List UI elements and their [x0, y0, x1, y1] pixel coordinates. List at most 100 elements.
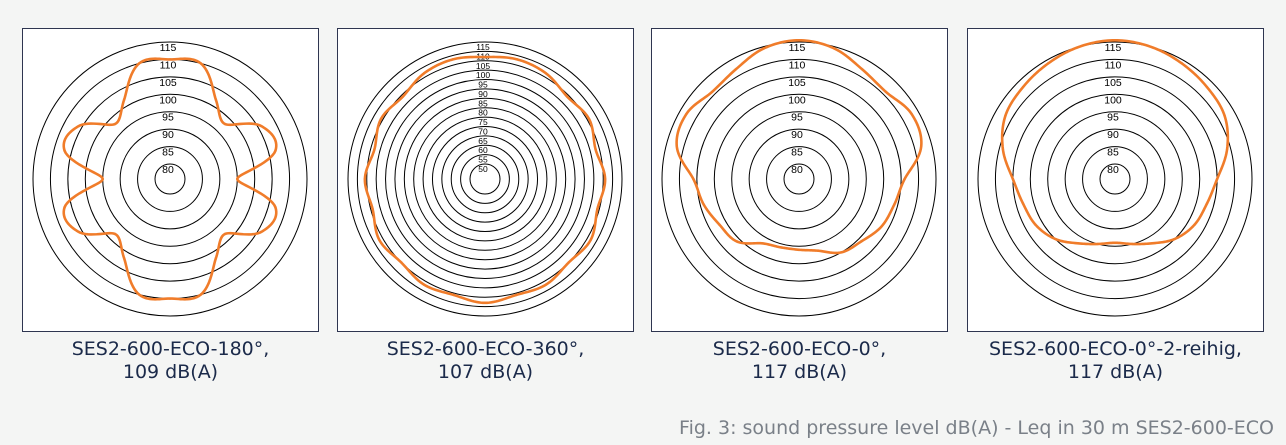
- data-point: [734, 68, 737, 71]
- data-point: [884, 90, 888, 94]
- data-point: [199, 293, 203, 296]
- polar-chart-frame: 50 55 60 65 70 75 80 85 90 95 100 105 110 115: [337, 28, 634, 332]
- ring-label: 95: [791, 112, 803, 124]
- ring-label: 110: [789, 59, 806, 71]
- grid-ring: [460, 154, 510, 204]
- data-point: [1223, 114, 1226, 117]
- caption-level: 117 dB(A): [751, 361, 848, 383]
- ring-label: 65: [478, 136, 488, 146]
- data-point: [223, 232, 227, 236]
- data-point: [363, 177, 367, 181]
- grid-ring: [783, 163, 815, 195]
- ring-label: 80: [478, 108, 488, 118]
- data-point: [113, 232, 117, 236]
- data-point: [236, 177, 239, 181]
- ring-label: 90: [478, 89, 488, 99]
- data-point: [101, 177, 104, 181]
- grid-ring: [441, 135, 529, 223]
- grid-ring: [977, 41, 1253, 317]
- ring-label: 110: [160, 59, 177, 71]
- data-point: [675, 145, 678, 148]
- data-point: [596, 207, 599, 211]
- grid-ring: [1099, 163, 1131, 195]
- grid-ring: [394, 88, 576, 270]
- data-point: [1096, 242, 1099, 246]
- data-point: [451, 58, 455, 61]
- ring-label: 105: [1104, 77, 1122, 89]
- data-point: [702, 203, 705, 206]
- caption-model: SES2-600-ECO-0°-2-reihig,: [989, 338, 1242, 360]
- grid-ring: [67, 76, 273, 282]
- data-point: [1180, 62, 1183, 65]
- polar-chart-180: 80 85 90 95 100 105 110 115: [32, 41, 308, 317]
- data-point: [422, 283, 426, 286]
- caption-level: 107 dB(A): [437, 361, 534, 383]
- data-point: [168, 58, 172, 61]
- caption-model: SES2-600-ECO-0°,: [712, 338, 887, 360]
- grid-ring: [994, 58, 1236, 300]
- grid-ring: [347, 41, 623, 317]
- ring-label: 110: [1105, 59, 1122, 71]
- grid-ring: [450, 144, 520, 214]
- data-point: [544, 283, 548, 286]
- data-point: [483, 301, 487, 305]
- chart-caption: SES2-600-ECO-180°, 109 dB(A): [22, 338, 319, 384]
- polar-panel-180: 80 85 90 95 100 105 110 115 SES2-600-ECO-180°, …: [22, 28, 319, 384]
- data-point: [373, 148, 376, 151]
- data-point: [1078, 45, 1081, 48]
- data-point: [274, 206, 277, 209]
- data-point: [589, 238, 592, 242]
- data-point: [1205, 202, 1209, 205]
- data-point: [860, 240, 863, 243]
- data-point: [861, 68, 864, 71]
- data-point: [603, 177, 607, 181]
- ring-label: 90: [162, 129, 174, 141]
- data-point: [122, 98, 126, 101]
- data-point: [77, 124, 80, 128]
- polar-panel-360: 50 55 60 65 70 75 80 85 90 95 100 105 110 115 SES2-60…: [337, 28, 634, 384]
- data-point: [710, 90, 714, 94]
- ring-label: 100: [788, 94, 806, 106]
- grid-ring: [119, 128, 221, 230]
- data-point: [903, 177, 906, 181]
- ring-label: 85: [478, 98, 488, 108]
- data-point: [567, 261, 570, 264]
- ring-label: 75: [478, 117, 488, 127]
- data-point: [371, 207, 374, 211]
- data-point: [779, 246, 782, 249]
- data-point: [1113, 241, 1117, 244]
- ring-label: 95: [478, 80, 488, 90]
- data-point: [515, 58, 519, 61]
- data-point: [797, 248, 801, 251]
- data-point: [260, 124, 263, 128]
- data-point: [1193, 223, 1196, 227]
- data-point: [1149, 45, 1152, 48]
- ring-label: 115: [160, 42, 177, 54]
- ring-label: 100: [1104, 94, 1122, 106]
- data-point: [910, 112, 913, 116]
- grid-ring: [84, 93, 256, 265]
- figure: 80 85 90 95 100 105 110 115 SES2-600-ECO-180°, …: [0, 8, 1286, 445]
- data-point: [168, 297, 172, 300]
- data-point: [63, 206, 66, 209]
- caption-level: 117 dB(A): [1067, 361, 1164, 383]
- data-point: [594, 148, 597, 151]
- grid-ring: [385, 79, 585, 279]
- ring-label: 105: [159, 77, 177, 89]
- data-point: [920, 145, 923, 148]
- grid-ring: [137, 146, 203, 212]
- grid-ring: [731, 111, 867, 247]
- data-point: [893, 203, 896, 206]
- ring-label: 95: [162, 112, 174, 124]
- polar-panel-0-2-row: 80 85 90 95 100 105 110 115 SES2-600-ECO-0°-2-r…: [967, 28, 1264, 384]
- data-point: [214, 257, 218, 260]
- data-point: [223, 122, 227, 126]
- grid-ring: [678, 58, 920, 300]
- grid-ring: [356, 50, 614, 308]
- grid-ring: [403, 97, 567, 261]
- data-point: [199, 62, 203, 65]
- data-point: [817, 249, 820, 252]
- chart-caption: SES2-600-ECO-0°-2-reihig, 117 dB(A): [967, 338, 1264, 384]
- data-point: [1150, 242, 1154, 245]
- ring-label: 85: [791, 147, 803, 159]
